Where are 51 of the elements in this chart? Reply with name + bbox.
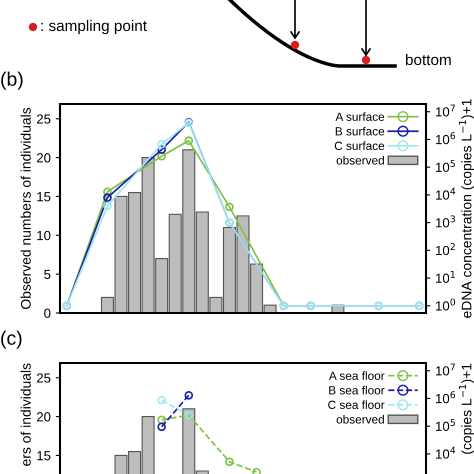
- y2-tick-label: 10$^{2}$: [436, 243, 455, 256]
- y-tick-label: 25: [36, 373, 50, 383]
- y2-tick-label: 10$^{5}$: [436, 419, 455, 431]
- y-axis-title: ers of individuals: [20, 363, 31, 466]
- y-tick-label: 15: [37, 192, 50, 202]
- point: [252, 468, 261, 474]
- y2-axis-title: (copies L$^{−1}$)+1: [458, 364, 474, 454]
- y2-tick-label: 10$^{1}$: [436, 270, 455, 283]
- chart-title: (c): [1, 330, 22, 349]
- y-tick-label: 20: [36, 153, 50, 163]
- y2-tick-label: 10$^{6}$: [436, 391, 456, 404]
- y-tick-label: 20: [36, 412, 50, 422]
- point: [157, 422, 166, 432]
- point: [184, 136, 194, 146]
- point: [157, 145, 166, 154]
- y2-tick-label: 10$^{6}$: [436, 132, 456, 144]
- chart-title: (b): [1, 72, 23, 90]
- y2-tick-label: 10$^{4}$: [436, 446, 456, 459]
- y2-tick-label: 10$^{7}$: [436, 104, 455, 117]
- text: bottom: [406, 54, 451, 66]
- point: [103, 202, 112, 210]
- y2-tick-label: 10$^{5}$: [436, 160, 455, 172]
- legend-label: C surface: [334, 141, 384, 150]
- point: [157, 415, 166, 424]
- y2-tick-label: 10$^{3}$: [436, 215, 455, 228]
- text: : sampling point: [41, 20, 147, 34]
- legend-label: A sea floor: [328, 371, 384, 380]
- legend-label: observed: [336, 156, 384, 165]
- point: [157, 396, 166, 404]
- legend-label: C sea floor: [328, 400, 384, 410]
- legend-label: B sea floor: [329, 386, 384, 394]
- y-tick-label: 5: [44, 270, 50, 280]
- y2-tick-label: 10$^{0}$: [436, 298, 456, 311]
- y-tick-label: 25: [36, 114, 50, 124]
- legend-label: B surface: [336, 126, 384, 136]
- y-tick-label: 0: [44, 308, 50, 318]
- point: [157, 152, 166, 160]
- y2-tick-label: 10$^{4}$: [436, 188, 456, 200]
- point: [103, 187, 112, 196]
- y-axis-title: Observed numbers of individuals: [20, 108, 31, 309]
- y2-axis-title: eDNA concentration (copies L$^{−1}$)+1: [458, 99, 474, 318]
- point: [225, 202, 234, 212]
- point: [184, 390, 194, 400]
- point: [103, 193, 112, 202]
- point: [157, 140, 166, 148]
- y-tick-label: 10: [37, 230, 50, 240]
- y-tick-label: 15: [37, 451, 50, 460]
- y2-tick-label: 10$^{7}$: [436, 364, 455, 376]
- point: [225, 457, 234, 466]
- legend-label: observed: [336, 414, 384, 424]
- legend-label: A surface: [335, 112, 384, 121]
